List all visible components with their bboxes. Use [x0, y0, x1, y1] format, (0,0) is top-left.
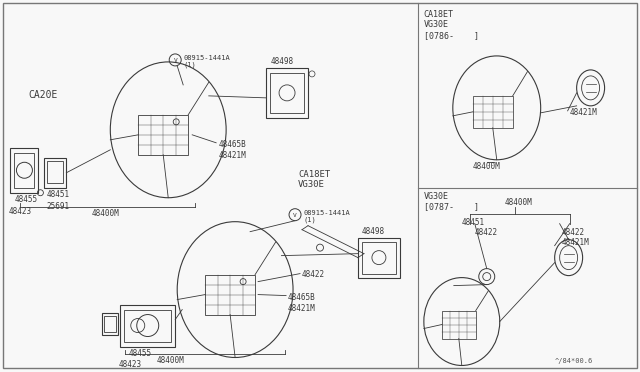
Text: 48455: 48455: [128, 349, 152, 357]
Text: ^/84*00.6: ^/84*00.6: [555, 359, 593, 365]
Text: 48423: 48423: [118, 360, 141, 369]
Text: 48465B: 48465B: [288, 293, 316, 302]
Text: 48422: 48422: [302, 270, 325, 279]
Text: 48421M: 48421M: [218, 151, 246, 160]
Bar: [47, 161, 63, 183]
Bar: [442, 311, 476, 339]
Text: 08915-1441A
(1): 08915-1441A (1): [183, 55, 230, 68]
Text: 48421M: 48421M: [288, 304, 316, 312]
Text: 48498: 48498: [362, 227, 385, 236]
Bar: [10, 148, 38, 193]
Text: 48400M: 48400M: [92, 209, 119, 218]
Text: 48400M: 48400M: [505, 198, 532, 207]
Bar: [44, 158, 67, 188]
Text: V: V: [293, 213, 297, 218]
Bar: [358, 238, 400, 278]
Text: 48422: 48422: [475, 228, 498, 237]
Text: 48421M: 48421M: [562, 238, 589, 247]
Text: 48422: 48422: [562, 228, 585, 237]
Text: 48451: 48451: [46, 190, 70, 199]
Bar: [15, 153, 35, 188]
Bar: [102, 312, 118, 334]
Text: CA18ET
VG30E
[0786-    ]: CA18ET VG30E [0786- ]: [424, 10, 479, 40]
Bar: [473, 96, 513, 128]
Bar: [104, 315, 116, 331]
Text: 48465B: 48465B: [218, 140, 246, 149]
Text: 48498: 48498: [271, 57, 294, 66]
Text: CA18ET
VG30E: CA18ET VG30E: [298, 170, 330, 189]
Text: 08915-1441A
(1): 08915-1441A (1): [303, 210, 350, 223]
Text: CA20E: CA20E: [28, 90, 58, 100]
Bar: [120, 305, 175, 346]
Text: 48455: 48455: [15, 195, 38, 204]
Text: 48423: 48423: [8, 207, 31, 216]
Bar: [270, 73, 304, 113]
Text: VG30E
[0787-    ]: VG30E [0787- ]: [424, 192, 479, 211]
Text: 25691: 25691: [46, 202, 70, 211]
Text: V: V: [173, 58, 177, 63]
Text: 48451: 48451: [462, 218, 485, 227]
Bar: [138, 115, 188, 155]
Text: 48400M: 48400M: [156, 356, 184, 366]
Bar: [205, 275, 255, 315]
Bar: [124, 310, 172, 341]
Text: 48421M: 48421M: [570, 108, 597, 117]
Bar: [266, 68, 308, 118]
Bar: [362, 242, 396, 274]
Text: 48400M: 48400M: [473, 162, 500, 171]
